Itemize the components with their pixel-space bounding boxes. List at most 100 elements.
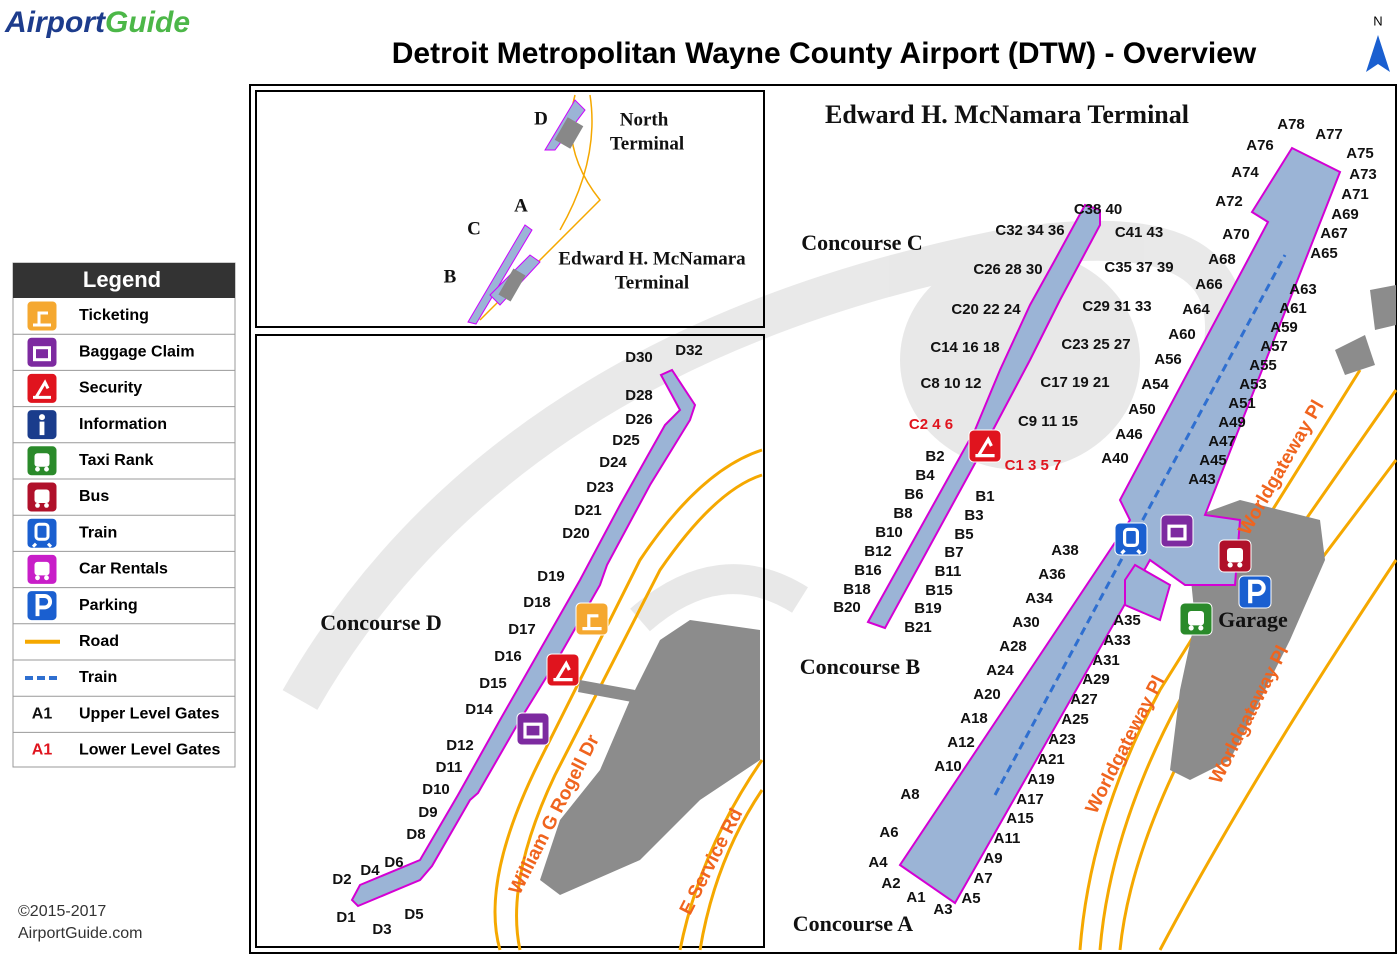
gate-label: A10 [934,758,962,775]
icon-bag [26,336,58,368]
map-frame [249,84,1397,954]
icon-taxi [1179,602,1213,636]
gate-label: B11 [935,563,962,580]
gate-label: D18 [523,594,551,611]
gate-label: A77 [1315,126,1343,143]
icon-glyph [44,466,49,472]
gate-label: C35 37 39 [1104,259,1173,276]
gate-label: B10 [875,524,903,541]
gate-label: B12 [864,543,892,560]
icon-glyph [1188,625,1194,631]
gate-label: B1 [975,488,994,505]
legend-header [13,263,235,298]
icon-glyph [553,660,573,682]
gate-label: C8 10 12 [921,375,982,392]
icon-park [26,590,58,622]
gate-label: D8 [406,826,425,843]
gate-label: B6 [904,486,923,503]
gate-label: A9 [983,850,1002,867]
gate-label: A50 [1128,401,1156,418]
icon-ticket [575,602,609,636]
gate-label: A78 [1277,116,1305,133]
icon-bus [1218,539,1252,573]
icon-glyph [34,489,50,503]
icon-car [26,553,58,585]
gate-label: A57 [1260,338,1288,355]
gate-label: C14 16 18 [930,339,999,356]
gate-label: C23 25 27 [1061,336,1130,353]
gate-label: D21 [574,502,602,519]
legend-label: Train [79,524,117,541]
gate-label: A2 [881,875,900,892]
icon-glyph [1227,548,1243,563]
icon-sec [26,372,58,404]
gate-label: A66 [1195,276,1223,293]
gate-label: A61 [1279,300,1307,317]
page-title: Detroit Metropolitan Wayne County Airpor… [392,37,1257,70]
gate-label: D14 [465,701,493,718]
gate-label: D5 [404,906,423,923]
gate-label: D10 [422,781,450,798]
icon-bg [1160,514,1194,548]
gate-label: A38 [1051,542,1079,559]
gate-label: A49 [1218,414,1246,431]
icon-glyph [1188,611,1204,626]
gate-label: B16 [854,562,882,579]
legend-label: Bus [79,488,109,505]
gate-label: A65 [1310,245,1338,262]
gate-label: B2 [925,448,944,465]
gate-label: A68 [1208,251,1236,268]
overview-label: Edward H. McNamara [558,248,746,269]
icon-bg [1114,522,1148,556]
icon-glyph [39,421,45,436]
icon-park [1238,575,1272,609]
icon-ticket [26,300,58,332]
gate-label: A36 [1038,566,1066,583]
icon-glyph [523,722,543,739]
icon-glyph [35,575,40,581]
gate-label: A12 [947,734,975,751]
concourse-title: Concourse C [801,230,923,255]
gate-label: A6 [879,824,898,841]
icon-bus [26,481,58,513]
legend-label: Baggage Claim [79,343,195,360]
legend-label: Security [79,380,142,397]
gate-label: B7 [944,544,963,561]
icon-glyph [1120,549,1142,555]
gate-label: A75 [1346,145,1374,162]
gate-label: A59 [1270,319,1298,336]
concourse-title: Concourse A [793,911,914,936]
copyright: ©2015-2017 [18,903,106,920]
icon-bg [26,336,58,368]
icon-taxi [26,445,58,477]
gate-label: A30 [1012,614,1040,631]
icon-glyph [34,522,50,541]
gate-label: D15 [479,675,507,692]
gate-label: A47 [1208,433,1236,450]
overview-label: Terminal [615,272,689,293]
gate-label: C38 40 [1074,201,1122,218]
legend-label: Lower Level Gates [79,742,220,759]
gate-label: D24 [599,454,627,471]
icon-glyph [35,466,40,472]
icon-bg [575,602,609,636]
overview-label: D [534,108,548,129]
gate-label: D19 [537,568,565,585]
gate-label: C29 31 33 [1082,298,1151,315]
gate-label: D28 [625,387,653,404]
icon-glyph [33,379,51,399]
gate-label: A76 [1246,137,1274,154]
gate-label: A28 [999,638,1027,655]
gate-label: A20 [973,686,1001,703]
overview-label: Terminal [610,133,684,154]
gate-label: A23 [1048,731,1076,748]
terminal-drawing [866,146,1398,951]
icon-glyph [1123,527,1140,548]
logo: AirportGuide [4,6,190,39]
legend-label: Information [79,416,167,433]
garage-label: Garage [1218,607,1288,632]
icon-glyph [33,311,51,327]
gate-label: A56 [1154,351,1182,368]
concourse-title: Concourse D [320,610,442,635]
